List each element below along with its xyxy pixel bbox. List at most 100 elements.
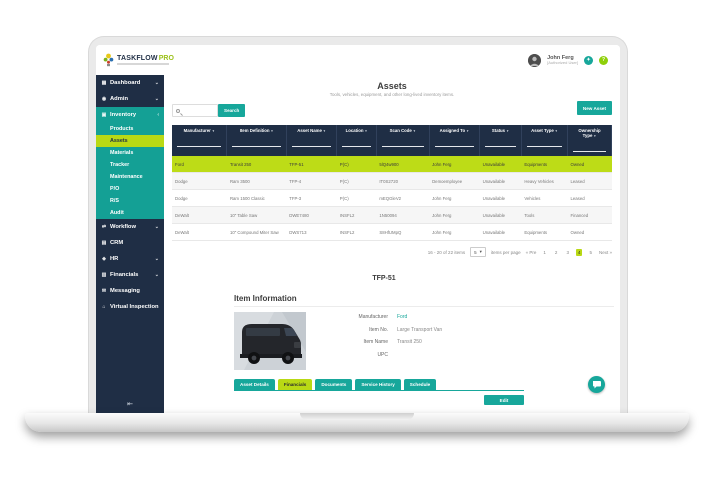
laptop-screen: TASKFLOW PRO John Ferg [Authorized: [88, 36, 628, 414]
avatar[interactable]: [528, 53, 542, 67]
cell: P(C): [336, 172, 377, 190]
cell: Ram 3500: [226, 172, 287, 190]
prev-page-button[interactable]: « Pre: [525, 249, 537, 255]
help-icon[interactable]: ?: [599, 55, 608, 65]
items-per-page-select[interactable]: 5 ▾: [470, 247, 486, 257]
cell: Heavy Vehicles: [521, 172, 568, 190]
sidebar-item-tracker[interactable]: Tracker: [110, 162, 130, 168]
filter-icon[interactable]: ▼: [270, 129, 274, 133]
tab-financials-active[interactable]: Financials: [277, 379, 313, 390]
item-fields: Manufacturer Ford Item No. Large Transpo…: [320, 312, 443, 370]
filter-icon[interactable]: ▼: [506, 129, 510, 133]
column-filter-input[interactable]: [291, 138, 332, 147]
column-label: Scan Code: [389, 128, 412, 133]
field-label: Manufacturer: [358, 314, 388, 320]
column-filter-input[interactable]: [526, 138, 562, 147]
sidebar-item-dashboard[interactable]: ▦ Dashboard ⌄: [96, 75, 164, 91]
sidebar-item-po[interactable]: P/O: [110, 186, 120, 192]
page-button-3[interactable]: 3: [566, 249, 569, 255]
sidebar-item-assets[interactable]: Assets: [96, 135, 164, 147]
page-button-2[interactable]: 2: [554, 249, 558, 255]
cell: P(C): [336, 189, 377, 207]
column-header-item-definition[interactable]: Item Definition▼: [226, 125, 287, 156]
column-filter-input[interactable]: [434, 138, 475, 147]
app-logo[interactable]: TASKFLOW PRO: [103, 53, 174, 67]
next-page-button[interactable]: Next »: [598, 249, 612, 255]
sidebar-item-audit[interactable]: Audit: [110, 210, 124, 216]
sidebar-item-products[interactable]: Products: [110, 126, 134, 132]
filter-icon[interactable]: ▼: [466, 129, 470, 133]
cell: Dodge: [172, 172, 227, 190]
filter-icon[interactable]: ▼: [412, 129, 416, 133]
column-filter-input[interactable]: [485, 138, 516, 147]
tab-asset-details[interactable]: Asset Details: [234, 379, 275, 390]
sidebar-item-hr[interactable]: ◈ HR ⌄: [96, 251, 164, 267]
column-header-ownership-type[interactable]: Ownership Type▼: [567, 125, 612, 156]
sidebar-item-admin[interactable]: ◉ Admin ⌄: [96, 91, 164, 107]
field-label: Item No.: [369, 326, 388, 333]
sidebar-item-label: Inventory: [110, 112, 137, 118]
edit-button[interactable]: Edit: [484, 395, 524, 405]
table-row-selected[interactable]: Ford Transit 250 TFP-51 P(C) 5lQ4w900 John Fe…: [172, 156, 612, 173]
table-row[interactable]: Dodge Ram 1500 Classic TFP-3 P(C) mEQGleV2 Jo…: [172, 189, 612, 207]
tab-service-history[interactable]: Service History: [355, 379, 401, 390]
page-button-5[interactable]: 5: [589, 249, 592, 255]
column-filter-input[interactable]: [381, 138, 424, 147]
sidebar-item-maintenance[interactable]: Maintenance: [110, 174, 143, 180]
chat-fab-icon[interactable]: [588, 376, 605, 393]
sidebar-item-label: Dashboard: [110, 80, 141, 86]
cell: Owned: [567, 223, 612, 241]
table-row[interactable]: Dodge Ram 3500 TFP-4 P(C) IT0S2720 Demoemploy…: [172, 172, 612, 190]
filter-icon[interactable]: ▼: [593, 134, 597, 138]
chevron-collapse-icon: ‹: [157, 112, 159, 118]
filter-icon[interactable]: ▼: [322, 129, 326, 133]
column-header-assigned-to[interactable]: Assigned To▼: [429, 125, 481, 156]
column-header-location[interactable]: Location▼: [336, 125, 377, 156]
laptop-notch: [300, 413, 414, 420]
column-header-manufacturer[interactable]: Manufacturer▼: [172, 125, 228, 156]
sidebar-item-inventory[interactable]: ▣ Inventory ‹: [96, 107, 164, 123]
page-button-1[interactable]: 1: [543, 249, 546, 255]
column-header-status[interactable]: Status▼: [479, 125, 522, 156]
page-button-4-active[interactable]: 4: [575, 248, 583, 256]
column-filter-input[interactable]: [573, 143, 606, 152]
tab-documents[interactable]: Documents: [315, 379, 353, 390]
cell: Tools: [521, 206, 568, 224]
search-button[interactable]: Search: [218, 104, 246, 117]
cell: Demoemployee: [429, 172, 480, 190]
tab-schedule[interactable]: Schedule: [403, 379, 437, 390]
sidebar-item-messaging[interactable]: ✉ Messaging: [96, 283, 164, 299]
column-header-asset-type[interactable]: Asset Type▼: [521, 125, 569, 156]
sidebar-item-virtual-inspection[interactable]: ⌂ Virtual Inspection: [96, 299, 164, 315]
search-input[interactable]: [180, 105, 214, 116]
column-filter-input[interactable]: [232, 138, 281, 147]
sidebar-item-materials[interactable]: Materials: [110, 150, 134, 156]
column-filter-input[interactable]: [342, 138, 371, 147]
column-header-asset-name[interactable]: Asset Name▼: [286, 125, 338, 156]
cell: Transit 250: [226, 156, 287, 173]
new-asset-button[interactable]: New Asset: [576, 101, 612, 115]
filter-icon[interactable]: ▼: [364, 129, 368, 133]
user-name: John Ferg: [547, 54, 574, 61]
field-value-link[interactable]: Ford: [397, 314, 408, 320]
chevron-down-icon: ⌄: [154, 272, 159, 278]
cell: John Ferg: [429, 206, 480, 224]
sidebar-item-label: HR: [110, 256, 119, 262]
sidebar-item-rs[interactable]: R/S: [110, 198, 119, 204]
sidebar-item-workflow[interactable]: ⇄ Workflow ⌄: [96, 219, 164, 235]
table-row[interactable]: DeWalt 10" Table Saw DWE7480 INSFL2 1N50094 J…: [172, 206, 612, 224]
sidebar-item-crm[interactable]: ▤ CRM: [96, 235, 164, 251]
column-filter-input[interactable]: [177, 138, 222, 147]
column-header-scan-code[interactable]: Scan Code▼: [376, 125, 430, 156]
filter-icon[interactable]: ▼: [211, 129, 215, 133]
filter-icon[interactable]: ▼: [554, 129, 558, 133]
sidebar-item-financials[interactable]: ▥ Financials ⌄: [96, 267, 164, 283]
settings-icon[interactable]: ✦: [584, 55, 593, 65]
field-item-name: Item Name Transit 250: [320, 339, 442, 345]
page-subtitle: Tools, vehicles, equipment, and other lo…: [329, 92, 455, 97]
table-row[interactable]: DeWalt 10" Compound Miter Saw DWS713 INSFL2…: [172, 223, 612, 241]
cell: DeWalt: [172, 223, 227, 241]
cell: IT0S2720: [376, 172, 430, 190]
dashboard-icon: ▦: [101, 80, 107, 86]
sidebar-collapse-icon[interactable]: ⇤: [127, 401, 133, 408]
